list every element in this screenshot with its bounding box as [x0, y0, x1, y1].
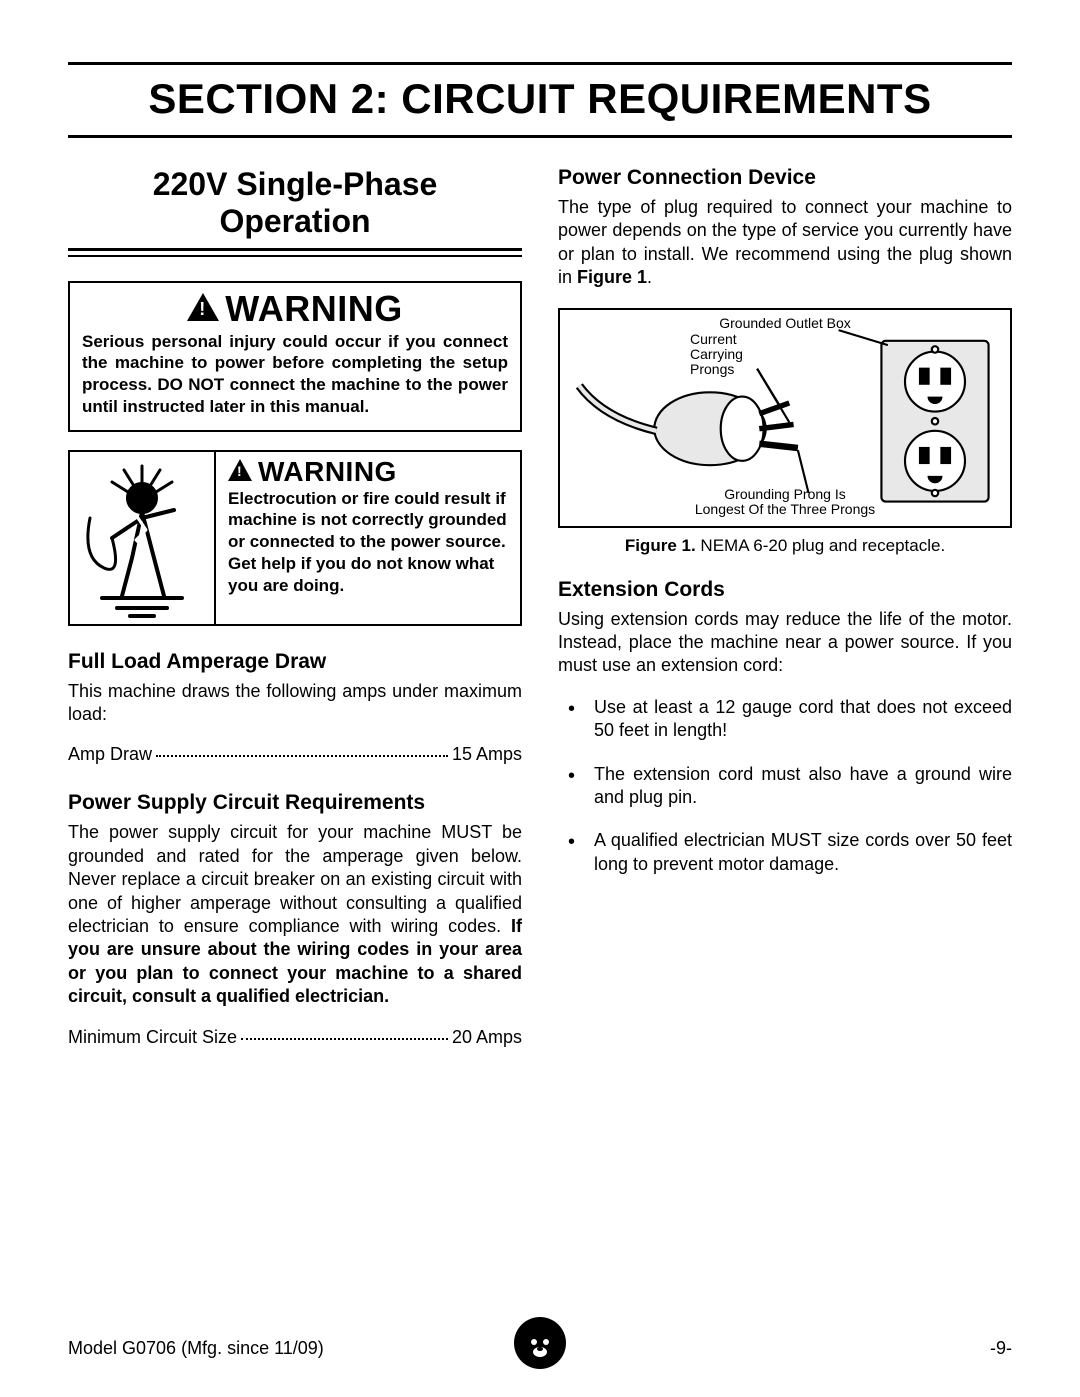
subsection-title: 220V Single-Phase Operation: [68, 166, 522, 251]
right-column: Power Connection Device The type of plug…: [558, 166, 1012, 1074]
amp-draw-label: Amp Draw: [68, 744, 152, 765]
circuit-size-label: Minimum Circuit Size: [68, 1027, 237, 1048]
warning-box-1: WARNING Serious personal injury could oc…: [68, 281, 522, 432]
list-item: A qualified electrician MUST size cords …: [558, 829, 1012, 876]
device-paragraph: The type of plug required to connect you…: [558, 196, 1012, 290]
device-text-c: .: [647, 267, 652, 287]
list-item: The extension cord must also have a grou…: [558, 763, 1012, 810]
circuit-size-value: 20 Amps: [452, 1027, 522, 1048]
figure-1-svg: [560, 310, 1010, 526]
supply-paragraph: The power supply circuit for your machin…: [68, 821, 522, 1008]
extension-bullets: Use at least a 12 gauge cord that does n…: [558, 696, 1012, 876]
heading-supply: Power Supply Circuit Requirements: [68, 791, 522, 815]
figure-1-box: Grounded Outlet Box Current Carrying Pro…: [558, 308, 1012, 528]
section-title: SECTION 2: CIRCUIT REQUIREMENTS: [68, 62, 1012, 138]
figure-caption-rest: NEMA 6-20 plug and receptacle.: [696, 536, 945, 555]
extension-intro: Using extension cords may reduce the lif…: [558, 608, 1012, 678]
warning-heading-text: WARNING: [258, 458, 397, 486]
leader-dots: [156, 755, 448, 757]
warning-text: Electrocution or fire could result if ma…: [228, 488, 510, 597]
subsection-rule: [68, 255, 522, 257]
warning-heading-text: WARNING: [225, 291, 403, 327]
subsection-title-line1: 220V Single-Phase: [153, 166, 438, 202]
warning-box-2: WARNING Electrocution or fire could resu…: [68, 450, 522, 626]
footer-model: Model G0706 (Mfg. since 11/09): [68, 1338, 324, 1359]
heading-extension-cords: Extension Cords: [558, 578, 1012, 602]
page-footer: Model G0706 (Mfg. since 11/09) -9-: [68, 1338, 1012, 1359]
amp-intro: This machine draws the following amps un…: [68, 680, 522, 727]
figure-1-caption: Figure 1. NEMA 6-20 plug and receptacle.: [558, 536, 1012, 556]
warning-heading: WARNING: [228, 458, 510, 486]
warning-text: Serious personal injury could occur if y…: [82, 331, 508, 418]
list-item: Use at least a 12 gauge cord that does n…: [558, 696, 1012, 743]
footer-logo-icon: [513, 1316, 567, 1375]
left-column: 220V Single-Phase Operation WARNING Seri…: [68, 166, 522, 1074]
supply-text-plain: The power supply circuit for your machin…: [68, 822, 522, 936]
warning-triangle-icon: [228, 459, 252, 481]
warning-heading: WARNING: [82, 291, 508, 327]
heading-amp-draw: Full Load Amperage Draw: [68, 650, 522, 674]
footer-page-number: -9-: [990, 1338, 1012, 1359]
subsection-title-line2: Operation: [219, 203, 370, 239]
leader-dots: [241, 1038, 448, 1040]
amp-draw-line: Amp Draw 15 Amps: [68, 744, 522, 765]
figure-caption-bold: Figure 1.: [625, 536, 696, 555]
warning-triangle-icon: [187, 293, 219, 321]
two-column-layout: 220V Single-Phase Operation WARNING Seri…: [68, 166, 1012, 1074]
device-text-figref: Figure 1: [577, 267, 647, 287]
amp-draw-value: 15 Amps: [452, 744, 522, 765]
electrocution-icon: [70, 452, 216, 624]
heading-connection-device: Power Connection Device: [558, 166, 1012, 190]
circuit-size-line: Minimum Circuit Size 20 Amps: [68, 1027, 522, 1048]
